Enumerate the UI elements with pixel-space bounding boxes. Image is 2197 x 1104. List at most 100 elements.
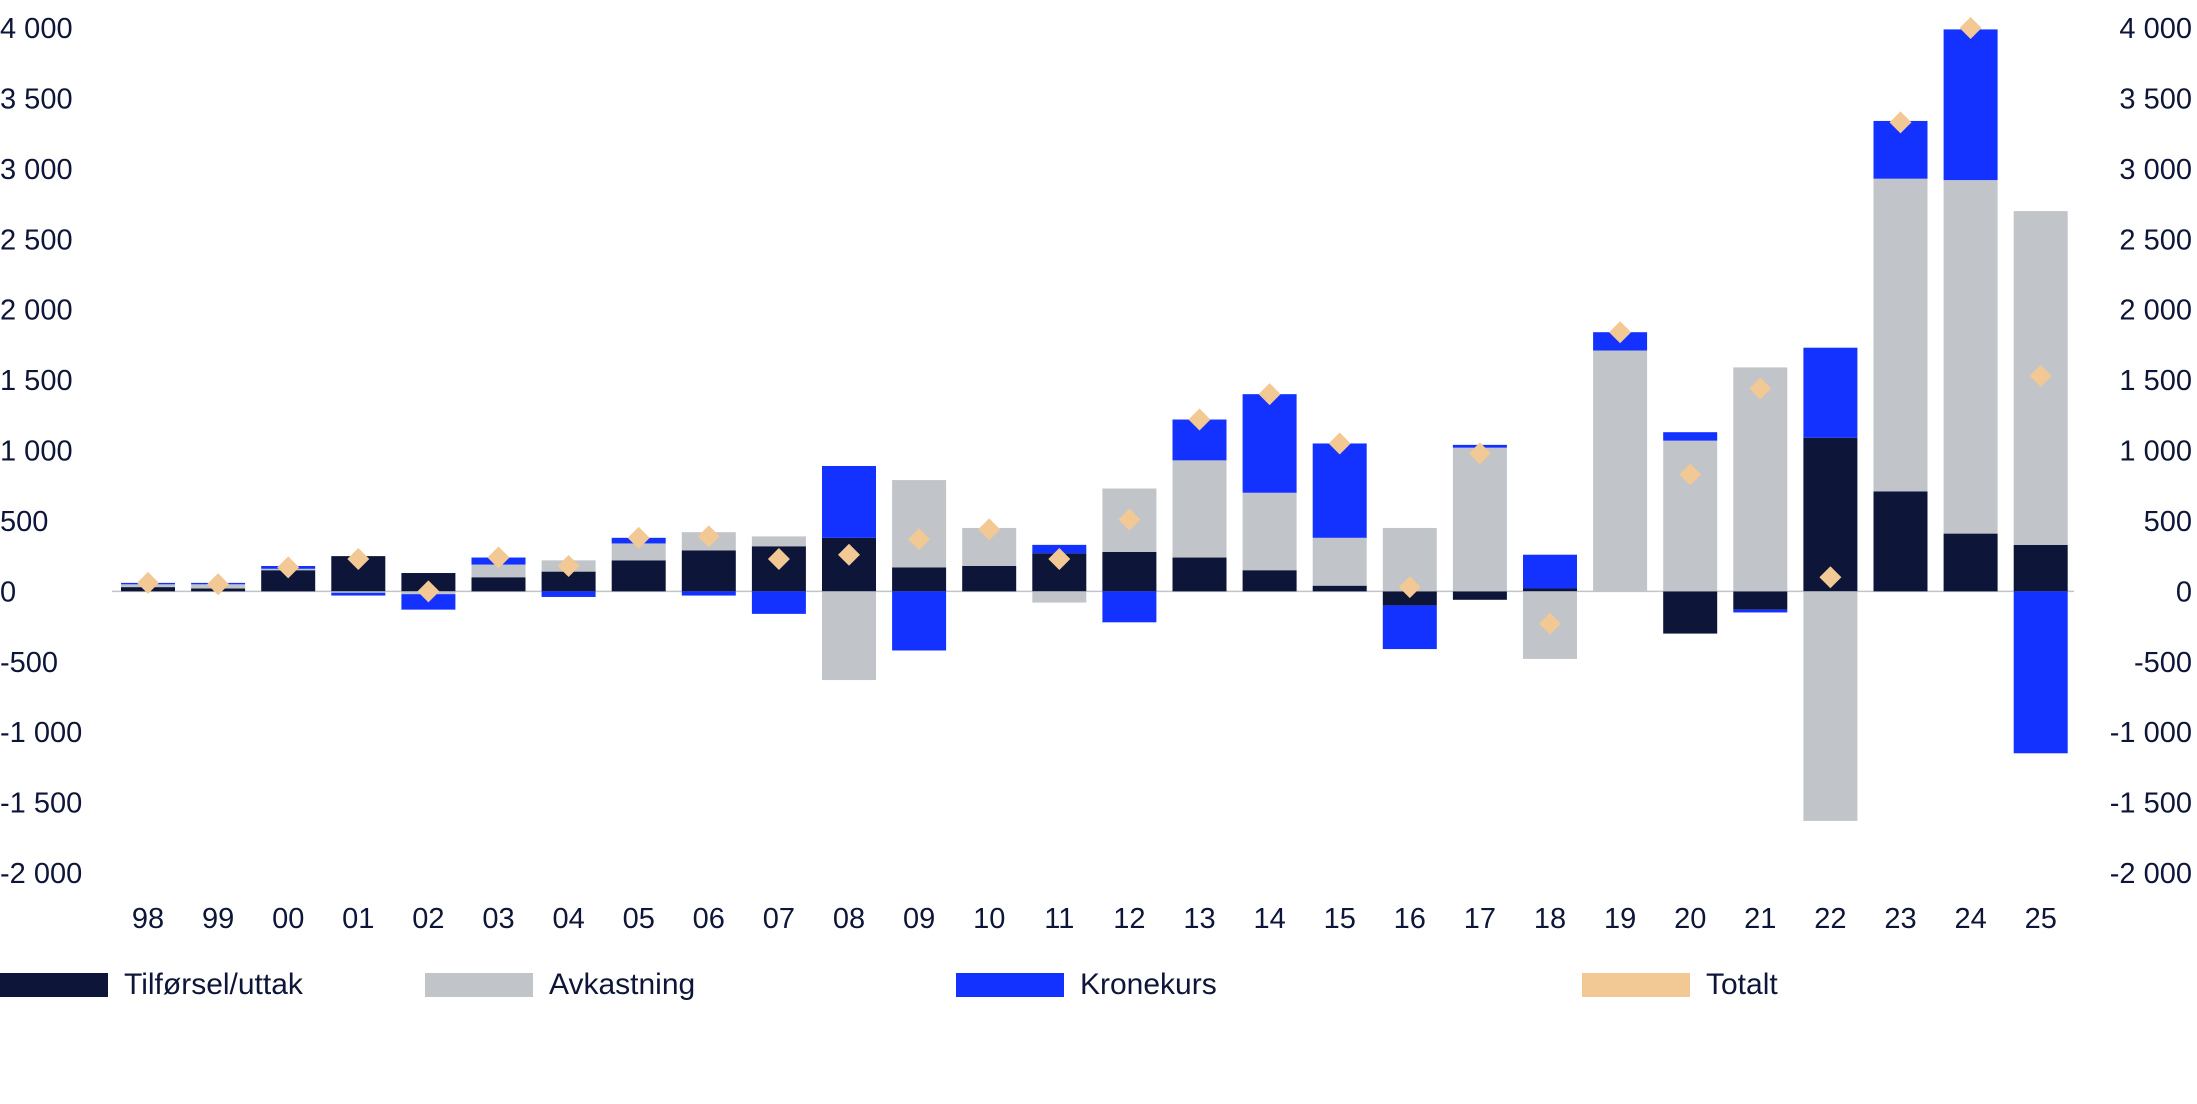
bar-avkastning (1593, 350, 1648, 592)
x-tick-label: 16 (1394, 903, 1426, 935)
y-tick-left: 1 000 (0, 436, 73, 468)
y-tick-left: 2 500 (0, 224, 73, 256)
x-tick-label: 25 (2025, 903, 2057, 935)
chart: 4 000 3 500 3 000 2 500 2 000 1 500 1 000 500 0 -… (0, 13, 2192, 935)
bar-tilforsel-uttak (962, 565, 1017, 592)
bar-avkastning (1663, 440, 1718, 592)
legend-label-totalt: Totalt (1706, 968, 1778, 1001)
bar-kronekurs (1242, 394, 1297, 493)
total-marker (978, 518, 1001, 541)
bar-tilforsel-uttak (1172, 557, 1227, 592)
y-tick-right: -1 500 (2110, 788, 2192, 820)
bar-kronekurs (1382, 605, 1437, 650)
y-tick-right: 2 500 (2119, 224, 2192, 256)
y-tick-left: -1 000 (0, 717, 82, 749)
y-tick-right: 2 000 (2119, 295, 2192, 327)
y-tick-right: 500 (2144, 506, 2192, 538)
x-tick-label: 02 (412, 903, 444, 935)
y-tick-left: 1 500 (0, 365, 73, 397)
legend-item-totalt: Totalt (1582, 968, 1778, 1002)
bar-avkastning (611, 543, 666, 561)
total-marker (908, 528, 931, 551)
legend-swatch-tilforsel (0, 973, 108, 997)
bar-tilforsel-uttak (1803, 437, 1858, 592)
total-marker (557, 554, 580, 577)
y-axis-right: 4 000 3 500 3 000 2 500 2 000 1 500 1 000 500 0 -… (2110, 13, 2192, 890)
legend-swatch-totalt (1582, 973, 1690, 997)
y-tick-left: 4 000 (0, 13, 73, 45)
y-tick-left: 0 (0, 576, 16, 608)
total-marker (697, 525, 720, 548)
legend-item-kronekurs: Kronekurs (956, 968, 1217, 1002)
bar-tilforsel-uttak (261, 570, 316, 592)
total-marker (1048, 547, 1071, 570)
bar-tilforsel-uttak (1523, 588, 1577, 592)
bar-kronekurs (1663, 432, 1718, 441)
legend-item-tilforsel: Tilførsel/uttak (0, 968, 303, 1002)
y-tick-left: -2 000 (0, 858, 82, 890)
bar-kronekurs (1733, 609, 1788, 613)
bar-kronekurs (1102, 591, 1157, 623)
x-tick-label: 22 (1814, 903, 1846, 935)
bar-avkastning (471, 564, 526, 578)
x-tick-label: 01 (342, 903, 374, 935)
x-tick-label: 04 (552, 903, 584, 935)
x-axis: 98 99 00 01 02 03 04 05 06 07 08 09 10 11 12 13 14 15 16 17… (132, 903, 2057, 935)
bar-tilforsel-uttak (892, 567, 947, 592)
bar-tilforsel-uttak (1733, 591, 1788, 610)
legend: Tilførsel/uttak Avkastning Kronekurs Tot… (0, 968, 2197, 1008)
y-tick-right: 3 000 (2119, 154, 2192, 186)
bar-avkastning (1873, 178, 1928, 492)
y-tick-right: 1 500 (2119, 365, 2192, 397)
y-tick-left: 500 (0, 506, 48, 538)
bar-kronekurs (331, 592, 386, 596)
bar-avkastning (1172, 460, 1227, 558)
bar-tilforsel-uttak (1242, 570, 1297, 592)
total-marker (1398, 576, 1421, 599)
x-tick-label: 99 (202, 903, 234, 935)
total-marker (1188, 408, 1211, 431)
x-tick-label: 15 (1324, 903, 1356, 935)
bar-tilforsel-uttak (1873, 491, 1928, 592)
total-markers (137, 17, 2052, 635)
x-tick-label: 24 (1954, 903, 1986, 935)
y-tick-right: -500 (2134, 647, 2192, 679)
x-tick-label: 17 (1464, 903, 1496, 935)
total-marker (417, 580, 440, 603)
x-tick-label: 00 (272, 903, 304, 935)
bar-tilforsel-uttak (1452, 591, 1507, 600)
total-marker (137, 571, 159, 594)
legend-label-kronekurs: Kronekurs (1080, 968, 1217, 1001)
bar-kronekurs (1523, 554, 1577, 589)
legend-swatch-kronekurs (956, 973, 1064, 997)
total-marker (1118, 508, 1141, 531)
bar-kronekurs (822, 465, 876, 538)
x-tick-label: 10 (973, 903, 1005, 935)
bar-avkastning (892, 480, 947, 568)
y-tick-right: -1 000 (2110, 717, 2192, 749)
bar-tilforsel-uttak (1312, 585, 1367, 592)
bar-tilforsel-uttak (681, 550, 736, 592)
total-marker (1609, 321, 1632, 344)
x-tick-label: 11 (1044, 903, 1074, 935)
bar-avkastning (1803, 591, 1858, 821)
y-tick-right: 4 000 (2119, 13, 2192, 45)
x-tick-label: 23 (1884, 903, 1916, 935)
y-axis-left: 4 000 3 500 3 000 2 500 2 000 1 500 1 000 500 0 -… (0, 13, 82, 890)
bar-avkastning (822, 591, 876, 681)
total-marker (1468, 442, 1491, 465)
bar-tilforsel-uttak (1663, 591, 1718, 634)
x-tick-label: 20 (1674, 903, 1706, 935)
bar-kronekurs (892, 591, 947, 651)
bar-avkastning (1242, 492, 1297, 571)
total-marker (1679, 463, 1702, 486)
y-tick-left: 3 000 (0, 154, 73, 186)
bar-tilforsel-uttak (1382, 591, 1437, 606)
bar-kronekurs (1943, 29, 1998, 181)
total-marker (1258, 383, 1281, 406)
total-marker (1889, 111, 1912, 134)
x-tick-label: 03 (482, 903, 514, 935)
bar-kronekurs (2013, 591, 2068, 754)
bar-tilforsel-uttak (1943, 533, 1998, 592)
x-tick-label: 18 (1534, 903, 1566, 935)
